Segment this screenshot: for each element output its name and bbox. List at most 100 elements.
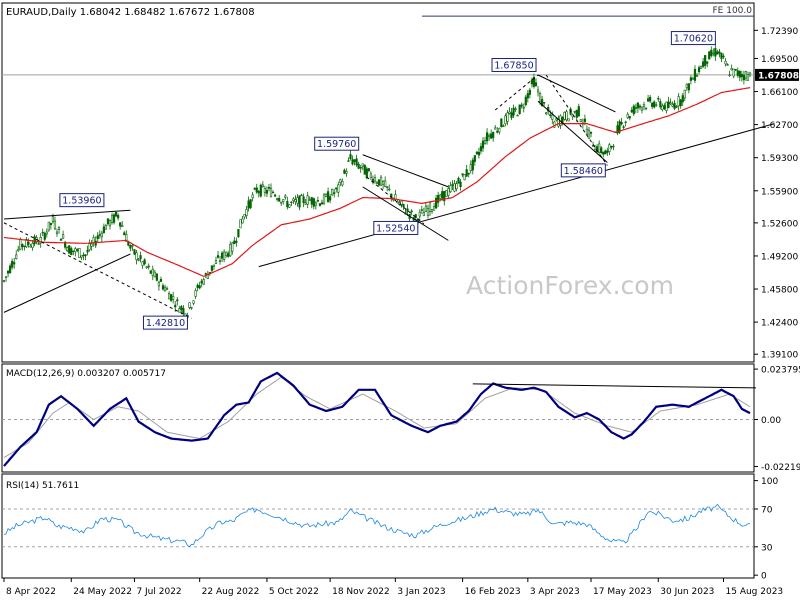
candle-body — [149, 270, 152, 274]
candle-body — [657, 98, 660, 100]
candle-body — [394, 194, 397, 200]
candle-body — [292, 198, 295, 201]
candle-body — [310, 197, 313, 205]
candle-body — [331, 188, 334, 196]
candle-body — [298, 195, 301, 208]
candle-body — [534, 82, 538, 86]
candle-body — [123, 232, 126, 236]
candle-body — [9, 265, 12, 273]
candle-body — [182, 308, 185, 314]
candle-body — [282, 199, 285, 202]
candle-body — [598, 143, 601, 153]
axes: 1.72390 1.69500 1.66100 1.62700 1.59300 1.559… — [3, 27, 800, 597]
candle-body — [90, 243, 93, 247]
candle-body — [104, 225, 108, 230]
candle-body — [583, 118, 587, 123]
candle-body — [290, 201, 293, 204]
candle-body — [610, 145, 613, 148]
candle-body — [545, 112, 548, 115]
candle-body — [455, 183, 458, 190]
candle-body — [216, 255, 220, 258]
candle-body — [510, 112, 513, 119]
candle-body — [302, 196, 305, 204]
candle-body — [294, 199, 297, 202]
candle-body — [296, 197, 299, 204]
candle-body — [447, 188, 450, 196]
candle-body — [492, 131, 495, 139]
annotation-label: 1.59760 — [317, 139, 356, 150]
candle-body — [192, 300, 195, 304]
candle-body — [530, 79, 534, 85]
candle-body — [11, 260, 14, 268]
price-y-tick-label: 1.39100 — [761, 351, 798, 361]
candle-body — [549, 114, 552, 116]
last-price-box — [755, 68, 799, 81]
candle-body — [288, 204, 291, 208]
candle-body — [255, 187, 258, 193]
candle-body — [384, 180, 387, 188]
candle-body — [691, 78, 695, 80]
candle-body — [567, 118, 570, 122]
candle-body — [540, 99, 544, 107]
candle-body — [606, 150, 609, 153]
annotation-label: 1.52540 — [376, 223, 415, 234]
last-price-label: 1.67808 — [758, 71, 799, 81]
candle-body — [528, 89, 531, 95]
candle-body — [740, 74, 743, 78]
candle-body — [490, 133, 493, 139]
candle-body — [718, 51, 721, 54]
ema-line — [3, 87, 751, 278]
rsi-y-tick-label: 70 — [761, 505, 773, 515]
candle-body — [612, 145, 615, 148]
candle-body — [439, 194, 442, 199]
candle-body — [708, 51, 711, 60]
candle-body — [98, 234, 101, 236]
candle-body — [661, 105, 664, 111]
candle-body — [451, 184, 454, 186]
candle-body — [49, 222, 52, 226]
candle-body — [137, 259, 140, 261]
candle-body — [13, 262, 16, 265]
candle-body — [37, 243, 40, 245]
candle-body — [426, 208, 430, 216]
candle-body — [357, 163, 360, 169]
candle-body — [25, 239, 28, 248]
candle-body — [349, 154, 352, 159]
candle-body — [276, 198, 279, 200]
candle-body — [516, 114, 519, 117]
candle-body — [463, 174, 466, 181]
candle-body — [406, 208, 409, 213]
macd-y-tick-label: 0.00 — [761, 416, 781, 426]
candle-body — [565, 111, 568, 121]
candle-body — [640, 106, 644, 111]
candle-body — [280, 201, 283, 204]
candle-body — [110, 215, 114, 224]
candle-body — [263, 188, 266, 193]
annotation-box — [142, 315, 188, 330]
candle-body — [129, 245, 132, 249]
candle-body — [702, 61, 705, 67]
candle-body — [589, 131, 593, 134]
candle-body — [259, 184, 262, 197]
candle-body — [6, 270, 10, 274]
candle-body — [188, 302, 191, 308]
candle-body — [86, 249, 89, 253]
candle-body — [659, 101, 662, 108]
candlesticks — [2, 43, 752, 321]
candle-body — [386, 186, 389, 188]
rsi-panel-frame — [1, 473, 755, 579]
candle-body — [66, 247, 69, 252]
rsi-header: RSI(14) 51.7611 — [6, 481, 79, 491]
candle-body — [167, 293, 171, 300]
x-axis-tick-label: 16 Feb 2023 — [465, 587, 521, 597]
annotation-box — [314, 136, 360, 151]
candle-body — [223, 251, 226, 260]
x-axis-tick-label: 3 Apr 2023 — [530, 587, 580, 597]
candle-body — [551, 114, 554, 120]
candle-body — [220, 252, 224, 259]
annotation-box — [560, 163, 606, 178]
candle-body — [57, 226, 61, 230]
annotation-label: 1.58460 — [564, 166, 603, 177]
candle-body — [449, 185, 452, 193]
candle-body — [634, 107, 637, 109]
